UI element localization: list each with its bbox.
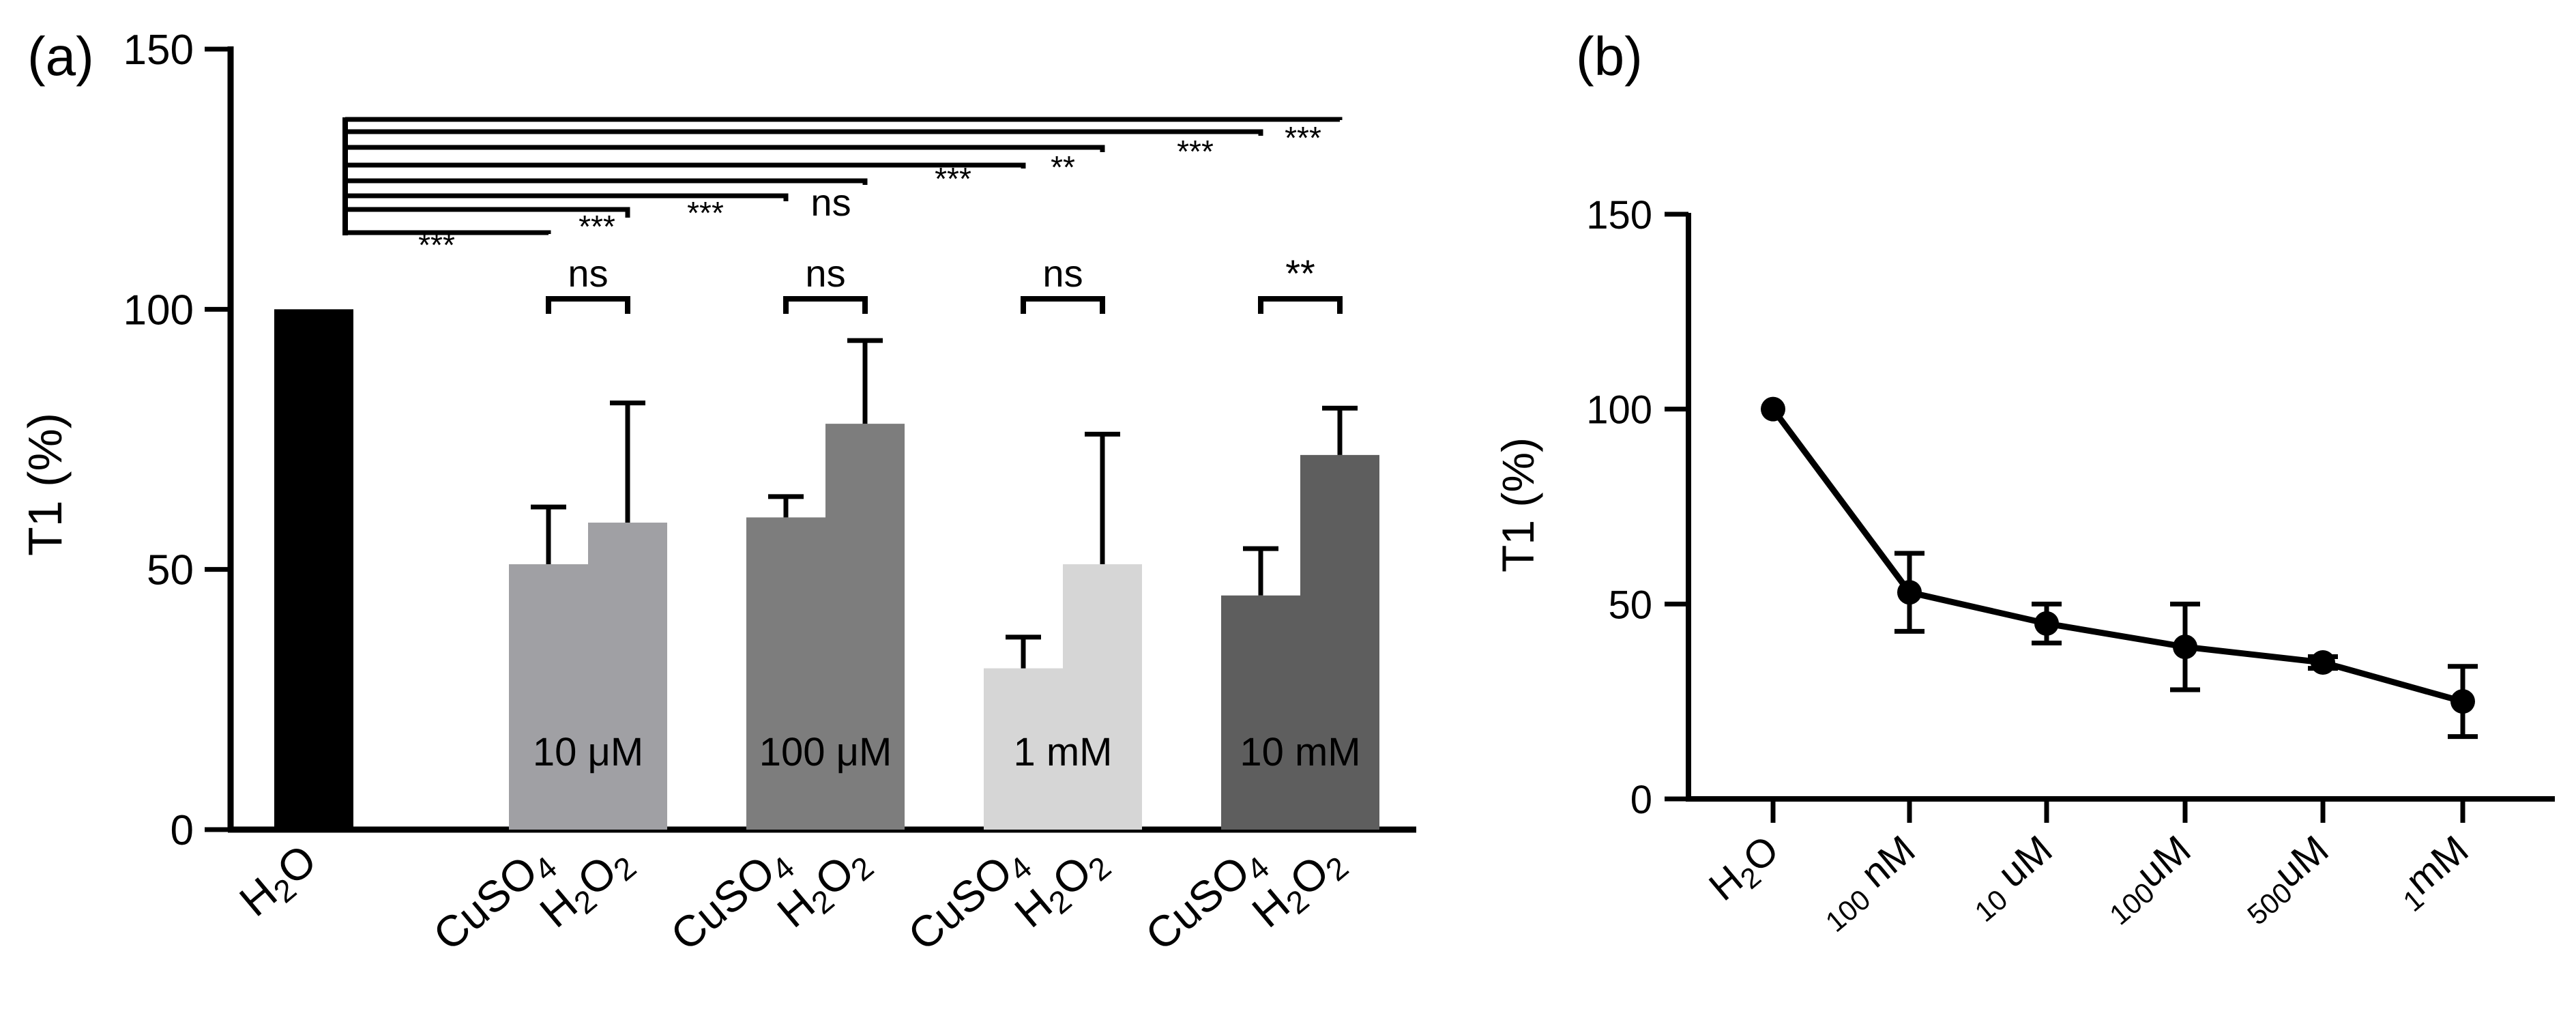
data-point bbox=[2311, 650, 2335, 675]
pair-significance-label: ns bbox=[568, 252, 608, 295]
y-tick-label: 100 bbox=[123, 287, 194, 334]
comparison-significance-label: *** bbox=[687, 195, 724, 231]
comparison-significance-label: *** bbox=[1177, 134, 1214, 169]
comparison-significance-label: *** bbox=[418, 227, 455, 263]
bar bbox=[588, 523, 667, 830]
bar bbox=[825, 424, 905, 830]
pair-bracket bbox=[1021, 296, 1105, 314]
panel-a-y-axis-label: T1 (%) bbox=[18, 413, 72, 556]
data-point bbox=[2034, 611, 2059, 636]
panel-a-label: (a) bbox=[27, 26, 94, 87]
panel-a-comparison-brackets: ****** *** ns*** ** *** *** bbox=[342, 117, 1343, 263]
panel-a-bars bbox=[274, 309, 1379, 830]
group-concentration-label: 1 mM bbox=[1014, 730, 1113, 774]
series-line bbox=[1770, 407, 2464, 705]
group-concentration-label: 10 mM bbox=[1240, 730, 1360, 774]
bar bbox=[984, 668, 1063, 830]
comparison-bracket bbox=[345, 129, 1263, 136]
group-concentration-label: 100 μM bbox=[759, 730, 892, 774]
x-tick-label: 100uM bbox=[2092, 827, 2202, 931]
pair-bracket bbox=[1258, 296, 1343, 314]
x-tick-label: 10 uM bbox=[1957, 827, 2064, 928]
group-concentration-label: 10 μM bbox=[533, 730, 643, 774]
pair-significance-label: ns bbox=[805, 252, 845, 295]
panel-b-y-ticks: 0 50 100 150 bbox=[1586, 193, 1688, 822]
comparison-bracket bbox=[345, 178, 868, 185]
comparison-significance-label: *** bbox=[935, 161, 971, 196]
x-tick-label: H2O bbox=[231, 835, 330, 930]
panel-b-label: (b) bbox=[1576, 26, 1643, 87]
comparison-bracket bbox=[345, 162, 1026, 169]
pair-bracket bbox=[546, 296, 630, 314]
pair-bracket bbox=[783, 296, 868, 314]
y-tick-label: 0 bbox=[171, 807, 194, 854]
data-point bbox=[2450, 689, 2475, 714]
x-tick-label: H2O2 bbox=[531, 835, 643, 941]
x-tick-label: H2O2 bbox=[768, 835, 880, 941]
panel-a-pair-brackets: ns ns ns ** bbox=[546, 252, 1343, 314]
comparison-bracket bbox=[345, 207, 630, 218]
bar bbox=[509, 564, 588, 830]
pair-significance-label: ** bbox=[1285, 252, 1315, 295]
bar bbox=[1300, 454, 1379, 830]
comparison-bracket bbox=[345, 230, 551, 235]
comparison-significance-label: *** bbox=[579, 209, 615, 244]
bar bbox=[1063, 564, 1142, 830]
bar bbox=[274, 309, 353, 830]
bar bbox=[746, 517, 825, 830]
y-tick-label: 50 bbox=[147, 547, 194, 594]
y-tick-label: 100 bbox=[1586, 388, 1652, 433]
panel-b-series bbox=[1761, 396, 2478, 740]
panel-a-group-labels: 10 μM 100 μM 1 mM 10 mM bbox=[533, 730, 1361, 774]
x-tick-label: 1mM bbox=[2386, 827, 2480, 918]
x-tick-label: H2O2 bbox=[1243, 835, 1355, 941]
x-tick-label: 500uM bbox=[2229, 827, 2340, 931]
panel-b-y-axis-label: T1 (%) bbox=[1493, 437, 1543, 572]
data-point bbox=[1761, 396, 1785, 422]
comparison-bracket bbox=[345, 193, 789, 201]
bar bbox=[1221, 595, 1300, 830]
y-tick-label: 0 bbox=[1630, 778, 1652, 822]
comparison-significance-label: ** bbox=[1051, 149, 1075, 185]
x-tick-label: 100 nM bbox=[1808, 827, 1927, 938]
comparison-bracket bbox=[345, 145, 1105, 152]
comparison-significance-label: ns bbox=[810, 181, 851, 224]
y-tick-label: 150 bbox=[1586, 193, 1652, 237]
x-tick-label: H2O bbox=[1701, 827, 1790, 914]
comparison-bracket bbox=[345, 117, 1343, 122]
x-tick-label: H2O2 bbox=[1006, 835, 1117, 941]
panel-a-y-ticks: 0 50 100 150 bbox=[123, 27, 231, 854]
data-point bbox=[1897, 580, 1922, 605]
pair-significance-label: ns bbox=[1042, 252, 1083, 295]
comparison-significance-label: *** bbox=[1285, 120, 1321, 156]
panel-a: (a) T1 (%) 0 50 100 150 ns ns ns ** *** *** *** n… bbox=[18, 26, 1416, 961]
y-tick-label: 150 bbox=[123, 27, 194, 74]
data-point bbox=[2173, 634, 2197, 660]
y-tick-label: 50 bbox=[1608, 583, 1652, 627]
